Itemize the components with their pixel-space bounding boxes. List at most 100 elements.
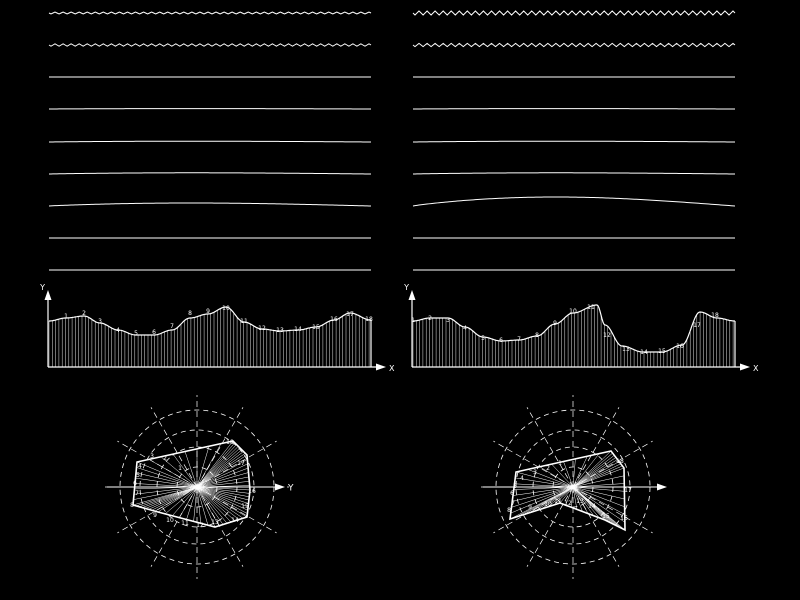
rose-ray — [572, 467, 625, 488]
rose-ray — [148, 486, 198, 510]
rose-ray — [515, 477, 574, 488]
rose-ray — [151, 486, 198, 511]
rose-ray — [186, 486, 198, 520]
wave-line — [412, 172, 736, 175]
rose-ray — [148, 459, 198, 488]
rose-ray — [196, 463, 248, 488]
rose-ray — [572, 459, 618, 488]
rose-ray — [196, 486, 232, 523]
profile-point-label: 5 — [134, 330, 138, 337]
rose-point-label: 11 — [554, 498, 562, 505]
rose-ray — [572, 486, 625, 500]
rose-ray — [145, 486, 198, 509]
rose-ray — [511, 486, 574, 508]
rose-arrowhead — [275, 483, 285, 491]
rose-ray — [196, 486, 250, 498]
left-profile-curve — [49, 306, 371, 336]
rose-point-label: 1 — [558, 460, 562, 467]
rose-ray — [196, 486, 244, 519]
rose-point-label: 15 — [602, 513, 610, 520]
rose-ray — [572, 457, 617, 488]
rose-ray — [572, 461, 620, 488]
profile-point-label: 4 — [463, 325, 467, 332]
rose-ray — [133, 486, 198, 495]
rose-point-label: 7 — [135, 490, 139, 497]
rose-ray — [196, 440, 234, 488]
rose-point-label: 17 — [237, 460, 245, 467]
rose-ray — [572, 456, 588, 488]
right-profile-y-label: Y — [403, 283, 409, 292]
rose-ray — [559, 486, 574, 504]
rose-ray — [196, 486, 248, 514]
profile-point-label: 18 — [711, 312, 719, 319]
left-profile-y-label: Y — [39, 283, 45, 292]
rose-ray — [196, 476, 249, 488]
right-profile-x-label: X — [753, 364, 759, 373]
rose-ray — [509, 486, 574, 520]
rose-ray — [572, 458, 576, 488]
profile-point-label: 12 — [603, 332, 611, 339]
rose-point-label: 10 — [166, 517, 174, 524]
left-x-arrowhead — [376, 363, 386, 371]
wave-line — [48, 140, 372, 143]
rose-ray — [572, 486, 626, 523]
rose-ray — [196, 467, 249, 488]
profile-point-label: 2 — [82, 310, 86, 317]
rose-point-label: 12 — [196, 522, 204, 529]
rose-point-label: 10 — [544, 501, 552, 508]
rose-ray — [196, 486, 220, 526]
rose-ray — [139, 486, 198, 508]
rose-ray — [134, 483, 198, 488]
rose-ray — [172, 453, 198, 488]
profile-point-label: 2 — [428, 315, 432, 322]
rose-ray — [136, 461, 198, 488]
left-y-arrowhead — [44, 290, 52, 300]
rose-ray — [196, 443, 222, 488]
rose-point-label: 6 — [133, 480, 137, 487]
profile-point-label: 3 — [98, 318, 102, 325]
wave-line — [48, 43, 372, 47]
rose-ray — [136, 486, 198, 507]
profile-point-label: 1 — [64, 313, 68, 320]
rose-ray — [196, 486, 248, 518]
rose-ray — [196, 453, 246, 488]
rose-radial — [196, 440, 277, 488]
rose-ray — [196, 451, 244, 488]
rose-ray — [572, 486, 625, 508]
profile-point-label: 9 — [206, 308, 210, 315]
rose-radial — [572, 440, 653, 488]
rose-ray — [196, 486, 249, 501]
rose-radial — [196, 486, 277, 534]
rose-point-label: 12 — [564, 500, 572, 507]
profile-point-label: 13 — [622, 346, 630, 353]
profile-point-label: 8 — [188, 310, 192, 317]
rose-ray — [196, 472, 249, 488]
rose-point-label: 14 — [588, 503, 596, 510]
rose-point-label: 13 — [576, 498, 584, 505]
rose-ray — [510, 486, 574, 514]
wave-line — [412, 10, 736, 16]
profile-point-label: 1 — [411, 317, 415, 324]
rose-ray — [512, 486, 574, 502]
rose-point-label: 16 — [620, 515, 628, 522]
rose-ray — [196, 449, 242, 488]
rose-point-label: 5 — [513, 483, 517, 490]
rose-radial — [572, 407, 620, 488]
profile-point-label: 5 — [481, 335, 485, 342]
rose-ray — [196, 486, 240, 520]
rose-ray — [572, 465, 623, 488]
right-x-arrowhead — [740, 363, 750, 371]
rose-ray — [196, 486, 249, 508]
rose-ray — [196, 446, 210, 488]
profile-point-label: 14 — [294, 326, 302, 333]
rose-point-label: 16 — [248, 488, 256, 495]
rose-ray — [196, 442, 235, 488]
rose-ray — [572, 453, 600, 488]
rose-point-label: 1 — [178, 465, 182, 472]
profile-point-label: 10 — [222, 305, 230, 312]
rose-point-label: 15 — [241, 503, 249, 510]
